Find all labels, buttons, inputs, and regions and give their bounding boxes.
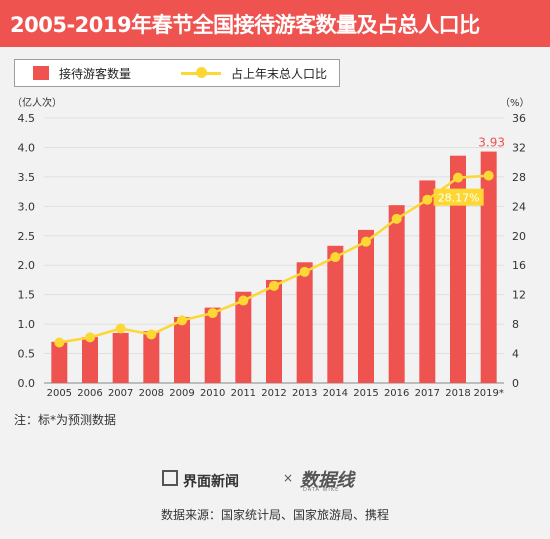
x-tick-label: 2005 — [47, 388, 72, 399]
x-tick-label: 2014 — [323, 388, 348, 399]
bar — [235, 291, 252, 383]
line-point — [54, 337, 65, 348]
legend: 接待游客数量 占上年末总人口比 — [14, 59, 340, 87]
line-point — [330, 252, 341, 263]
y-left-tick-label: 3.0 — [18, 200, 36, 213]
y-left-tick-label: 1.0 — [18, 318, 36, 331]
bar — [82, 337, 98, 383]
x-tick-label: 2008 — [139, 388, 164, 399]
brand-row: 界面新闻 × 数据线 DATA WIKE — [0, 466, 550, 496]
brand-jiemian: 界面新闻 — [183, 474, 239, 490]
footnote: 注：标*为预测数据 — [14, 413, 117, 427]
line-point — [146, 329, 157, 340]
y-right-tick-label: 16 — [512, 259, 526, 272]
bar — [112, 332, 129, 383]
y-right-tick-label: 24 — [512, 200, 526, 213]
y-left-tick-label: 0.5 — [18, 348, 36, 361]
bar — [419, 180, 436, 383]
brand-datawike-sub: DATA WIKE — [303, 487, 340, 493]
line-point — [207, 308, 218, 319]
legend-line-marker — [196, 67, 207, 78]
y-right-tick-label: 12 — [512, 289, 526, 302]
bar — [358, 229, 374, 383]
y-right-tick-label: 20 — [512, 230, 526, 243]
y-left-axis-label: （亿人次） — [12, 96, 62, 109]
line-point — [361, 236, 371, 247]
legend-bar-swatch — [33, 66, 49, 80]
y-left-tick-label: 1.5 — [18, 289, 36, 302]
line-value-label: 28.17% — [438, 192, 480, 205]
y-right-tick-label: 32 — [512, 141, 526, 154]
brand-datawike: 数据线 — [300, 470, 354, 491]
line-value-label-bg — [433, 188, 484, 206]
line-point — [391, 213, 402, 224]
y-left-tick-label: 4.0 — [18, 141, 36, 154]
y-right-tick-label: 36 — [512, 112, 526, 125]
bar — [327, 245, 344, 383]
x-tick-label: 2010 — [200, 388, 225, 399]
line-point — [177, 315, 187, 326]
jiemian-logo-icon — [162, 470, 178, 486]
line-point — [453, 172, 463, 183]
x-tick-label: 2019* — [473, 388, 503, 399]
y-right-tick-label: 28 — [512, 171, 526, 184]
y-right-tick-label: 0 — [512, 377, 519, 390]
line-point — [238, 295, 249, 306]
line-point — [85, 332, 95, 343]
x-tick-label: 2018 — [445, 388, 470, 399]
bar-value-label: 3.93 — [478, 136, 505, 150]
y-left-tick-label: 4.5 — [18, 112, 36, 125]
x-tick-label: 2006 — [77, 388, 102, 399]
x-tick-label: 2007 — [108, 388, 133, 399]
y-right-tick-label: 8 — [512, 318, 519, 331]
legend-line-label: 占上年末总人口比 — [231, 67, 328, 81]
y-left-tick-label: 2.0 — [18, 259, 36, 272]
x-tick-label: 2013 — [292, 388, 317, 399]
y-left-tick-label: 2.5 — [18, 230, 36, 243]
source-note: 数据来源：国家统计局、国家旅游局、携程 — [160, 508, 389, 522]
title-bar: 2005-2019年春节全国接待游客数量及占总人口比 — [0, 0, 550, 47]
y-right-tick-label: 4 — [512, 348, 519, 361]
x-tick-label: 2009 — [169, 388, 194, 399]
line-point — [483, 170, 494, 181]
bar — [480, 151, 497, 383]
bar — [174, 317, 190, 383]
line-point — [299, 266, 310, 277]
bar — [388, 205, 405, 383]
x-tick-label: 2011 — [231, 388, 256, 399]
line-point — [115, 323, 126, 334]
x-tick-label: 2016 — [384, 388, 409, 399]
bar — [450, 155, 466, 383]
x-tick-label: 2012 — [261, 388, 286, 399]
bar — [204, 307, 221, 383]
x-tick-label: 2017 — [415, 388, 440, 399]
brand-separator: × — [283, 471, 294, 485]
legend-bar-label: 接待游客数量 — [59, 67, 132, 81]
line-point — [422, 194, 433, 205]
bar — [266, 279, 282, 383]
bar — [143, 331, 160, 383]
y-right-axis-label: （%） — [500, 97, 530, 109]
line-point — [269, 280, 279, 291]
bar — [51, 341, 68, 383]
x-tick-label: 2015 — [353, 388, 378, 399]
combo-chart: 0.0 0.5 1.0 1.5 2.0 2.5 3.0 3.5 4.0 4.5 0 4 8 12 16 20 2… — [12, 96, 530, 399]
bar — [296, 262, 313, 383]
y-left-tick-label: 0.0 — [18, 377, 36, 390]
y-left-tick-label: 3.5 — [18, 171, 36, 184]
page-title: 2005-2019年春节全国接待游客数量及占总人口比 — [10, 13, 480, 37]
